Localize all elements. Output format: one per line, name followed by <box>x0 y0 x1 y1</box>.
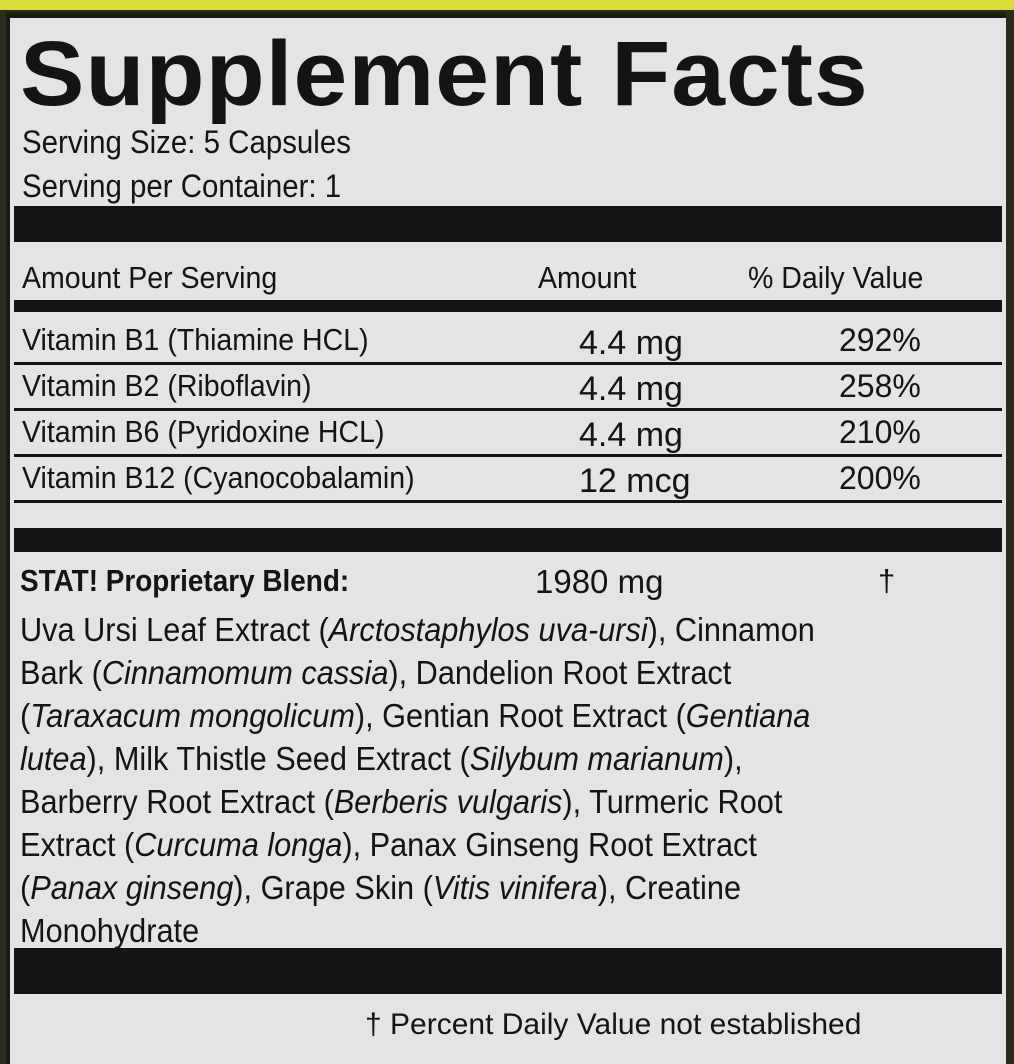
ingredient-line: (Taraxacum mongolicum), Gentian Root Ext… <box>20 694 815 737</box>
ingredient-text: Barberry Root Extract ( <box>20 783 334 820</box>
ingredient-text: Monohydrate <box>20 912 200 949</box>
botanical-name: Panax ginseng <box>30 869 234 906</box>
ingredient-text: ), Milk Thistle Seed Extract ( <box>86 740 470 777</box>
thick-divider <box>14 206 1002 242</box>
nutrient-amount: 12 mcg <box>579 462 691 500</box>
nutrient-row: Vitamin B12 (Cyanocobalamin) 12 mcg 200% <box>14 456 1002 503</box>
bottle-cap-strip <box>0 0 1014 10</box>
nutrient-daily-value: 210% <box>839 414 921 450</box>
ingredient-text: Extract ( <box>20 826 135 863</box>
blend-amount: 1980 mg <box>535 563 664 600</box>
thick-divider <box>14 948 1002 994</box>
ingredient-text: ), Dandelion Root Extract <box>388 654 732 691</box>
nutrient-name: Vitamin B12 (Cyanocobalamin) <box>22 460 415 495</box>
nutrient-amount: 4.4 mg <box>579 416 683 454</box>
footnote: † Percent Daily Value not established <box>365 1008 862 1041</box>
serving-size: Serving Size: 5 Capsules <box>22 124 351 160</box>
botanical-name: Taraxacum mongolicum <box>30 697 355 734</box>
header-amount: Amount <box>538 260 637 295</box>
ingredient-text: Uva Ursi Leaf Extract ( <box>20 611 329 648</box>
ingredient-line: Barberry Root Extract (Berberis vulgaris… <box>20 780 815 823</box>
header-daily-value: % Daily Value <box>748 260 924 295</box>
ingredient-line: Monohydrate <box>20 909 815 952</box>
medium-divider <box>14 300 1002 312</box>
ingredient-text: ), Gentian Root Extract ( <box>354 697 686 734</box>
label-title: Supplement Facts <box>20 23 869 125</box>
ingredient-text: ), Turmeric Root <box>562 783 783 820</box>
ingredient-list: Uva Ursi Leaf Extract (Arctostaphylos uv… <box>20 608 815 952</box>
nutrient-row: Vitamin B2 (Riboflavin) 4.4 mg 258% <box>14 364 1002 411</box>
supplement-facts-label: Supplement Facts Serving Size: 5 Capsule… <box>6 12 1006 1064</box>
header-amount-per-serving: Amount Per Serving <box>22 260 278 295</box>
ingredient-text: ), Grape Skin ( <box>233 869 433 906</box>
nutrient-daily-value: 292% <box>839 322 921 358</box>
botanical-name: lutea <box>20 740 87 777</box>
botanical-name: Berberis vulgaris <box>333 783 563 820</box>
blend-dagger: † <box>878 563 896 598</box>
ingredient-line: Bark (Cinnamomum cassia), Dandelion Root… <box>20 651 815 694</box>
ingredient-text: Bark ( <box>20 654 102 691</box>
botanical-name: Cinnamomum cassia <box>101 654 389 691</box>
botanical-name: Vitis vinifera <box>432 869 598 906</box>
nutrient-daily-value: 200% <box>839 460 921 496</box>
ingredient-line: Uva Ursi Leaf Extract (Arctostaphylos uv… <box>20 608 815 651</box>
servings-per-container: Serving per Container: 1 <box>22 168 342 204</box>
nutrient-name: Vitamin B1 (Thiamine HCL) <box>22 322 369 357</box>
botanical-name: Silybum marianum <box>469 740 724 777</box>
nutrient-name: Vitamin B6 (Pyridoxine HCL) <box>22 414 385 449</box>
nutrient-name: Vitamin B2 (Riboflavin) <box>22 368 312 403</box>
ingredient-line: Extract (Curcuma longa), Panax Ginseng R… <box>20 823 815 866</box>
ingredient-text: ( <box>20 697 31 734</box>
ingredient-text: ), Creatine <box>597 869 742 906</box>
nutrient-amount: 4.4 mg <box>579 370 683 408</box>
ingredient-text: ), Cinnamon <box>647 611 815 648</box>
botanical-name: Curcuma longa <box>134 826 343 863</box>
botanical-name: Arctostaphylos uva-ursi <box>328 611 648 648</box>
thick-divider <box>14 528 1002 552</box>
nutrient-daily-value: 258% <box>839 368 921 404</box>
nutrient-amount: 4.4 mg <box>579 324 683 362</box>
nutrient-row: Vitamin B6 (Pyridoxine HCL) 4.4 mg 210% <box>14 410 1002 457</box>
ingredient-text: ), Panax Ginseng Root Extract <box>342 826 757 863</box>
botanical-name: Gentiana <box>685 697 811 734</box>
blend-name: STAT! Proprietary Blend: <box>20 563 350 598</box>
nutrient-row: Vitamin B1 (Thiamine HCL) 4.4 mg 292% <box>14 318 1002 365</box>
ingredient-line: (Panax ginseng), Grape Skin (Vitis vinif… <box>20 866 815 909</box>
ingredient-text: ( <box>20 869 31 906</box>
ingredient-text: ), <box>723 740 743 777</box>
ingredient-line: lutea), Milk Thistle Seed Extract (Silyb… <box>20 737 815 780</box>
